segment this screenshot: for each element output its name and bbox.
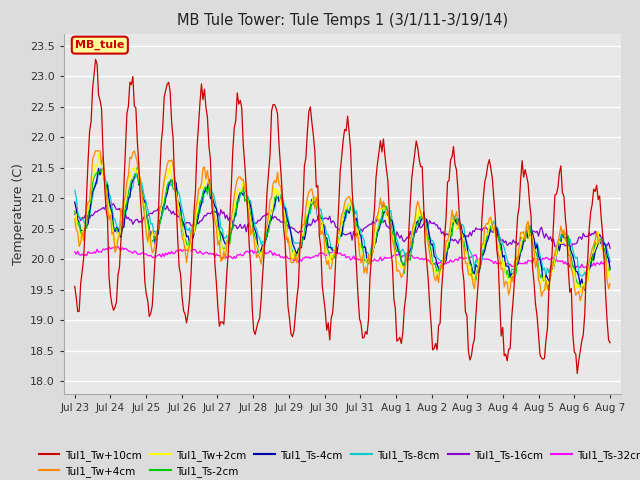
Tul1_Tw+4cm bbox=[577, 298, 584, 303]
Tul1_Ts-32cm bbox=[307, 256, 314, 262]
Tul1_Ts-16cm bbox=[138, 220, 146, 226]
Tul1_Ts-4cm bbox=[578, 276, 586, 282]
Tul1_Ts-16cm bbox=[606, 245, 614, 251]
Tul1_Ts-4cm bbox=[71, 199, 79, 205]
Tul1_Tw+10cm bbox=[307, 104, 314, 110]
Tul1_Ts-4cm bbox=[250, 224, 257, 230]
Line: Tul1_Ts-8cm: Tul1_Ts-8cm bbox=[75, 168, 610, 277]
Tul1_Ts-32cm bbox=[259, 249, 266, 255]
Tul1_Tw+10cm bbox=[579, 332, 587, 338]
Tul1_Tw+2cm bbox=[232, 195, 239, 201]
Tul1_Tw+2cm bbox=[579, 280, 587, 286]
Tul1_Tw+10cm bbox=[250, 327, 257, 333]
Tul1_Tw+2cm bbox=[606, 276, 614, 282]
Tul1_Ts-8cm bbox=[259, 239, 266, 244]
Line: Tul1_Ts-2cm: Tul1_Ts-2cm bbox=[75, 167, 610, 288]
Tul1_Ts-32cm bbox=[584, 265, 591, 271]
Tul1_Ts-16cm bbox=[71, 212, 79, 217]
Tul1_Tw+10cm bbox=[92, 57, 99, 62]
Tul1_Ts-16cm bbox=[259, 214, 266, 219]
Tul1_Tw+4cm bbox=[92, 148, 99, 154]
Tul1_Tw+2cm bbox=[138, 193, 146, 199]
Tul1_Ts-2cm bbox=[134, 164, 141, 170]
Tul1_Ts-8cm bbox=[138, 180, 146, 186]
Tul1_Ts-4cm bbox=[606, 266, 614, 272]
Tul1_Ts-8cm bbox=[307, 211, 314, 217]
Tul1_Ts-2cm bbox=[259, 248, 266, 253]
Tul1_Tw+2cm bbox=[577, 289, 584, 295]
Tul1_Ts-8cm bbox=[506, 275, 514, 280]
Tul1_Ts-8cm bbox=[95, 165, 102, 171]
Line: Tul1_Tw+2cm: Tul1_Tw+2cm bbox=[75, 154, 610, 292]
Tul1_Ts-32cm bbox=[578, 261, 586, 267]
Tul1_Ts-4cm bbox=[581, 288, 589, 293]
Tul1_Tw+4cm bbox=[259, 251, 266, 257]
Tul1_Tw+4cm bbox=[579, 283, 587, 289]
Tul1_Ts-4cm bbox=[138, 188, 146, 193]
Tul1_Tw+4cm bbox=[138, 191, 146, 196]
Tul1_Tw+4cm bbox=[71, 216, 79, 222]
Tul1_Ts-16cm bbox=[250, 221, 257, 227]
Tul1_Tw+2cm bbox=[250, 234, 257, 240]
Tul1_Ts-8cm bbox=[232, 214, 239, 219]
Tul1_Ts-4cm bbox=[307, 204, 314, 210]
Tul1_Tw+2cm bbox=[307, 200, 314, 206]
Tul1_Ts-4cm bbox=[232, 211, 239, 217]
Tul1_Ts-2cm bbox=[543, 285, 551, 291]
Line: Tul1_Ts-16cm: Tul1_Ts-16cm bbox=[75, 204, 610, 248]
Tul1_Ts-32cm bbox=[114, 243, 122, 249]
Tul1_Ts-32cm bbox=[250, 251, 257, 256]
Tul1_Ts-32cm bbox=[138, 250, 146, 256]
Tul1_Tw+4cm bbox=[250, 234, 257, 240]
Tul1_Ts-32cm bbox=[232, 255, 239, 261]
Tul1_Tw+4cm bbox=[606, 281, 614, 287]
Title: MB Tule Tower: Tule Temps 1 (3/1/11-3/19/14): MB Tule Tower: Tule Temps 1 (3/1/11-3/19… bbox=[177, 13, 508, 28]
Tul1_Tw+2cm bbox=[95, 151, 102, 156]
Tul1_Tw+10cm bbox=[138, 215, 146, 221]
Y-axis label: Temperature (C): Temperature (C) bbox=[12, 163, 24, 264]
Tul1_Ts-2cm bbox=[232, 210, 239, 216]
Tul1_Ts-16cm bbox=[232, 223, 239, 228]
Tul1_Tw+10cm bbox=[71, 284, 79, 289]
Tul1_Tw+10cm bbox=[573, 371, 581, 376]
Tul1_Tw+4cm bbox=[307, 187, 314, 192]
Tul1_Ts-2cm bbox=[307, 205, 314, 211]
Text: MB_tule: MB_tule bbox=[75, 40, 125, 50]
Legend: Tul1_Tw+10cm, Tul1_Tw+4cm, Tul1_Tw+2cm, Tul1_Ts-2cm, Tul1_Ts-4cm, Tul1_Ts-8cm, T: Tul1_Tw+10cm, Tul1_Tw+4cm, Tul1_Tw+2cm, … bbox=[35, 445, 640, 480]
Tul1_Tw+4cm bbox=[232, 183, 239, 189]
Tul1_Ts-4cm bbox=[259, 242, 266, 248]
Tul1_Ts-16cm bbox=[109, 201, 117, 206]
Tul1_Ts-32cm bbox=[71, 249, 79, 255]
Tul1_Ts-8cm bbox=[250, 216, 257, 222]
Tul1_Ts-16cm bbox=[307, 223, 314, 228]
Tul1_Ts-2cm bbox=[606, 267, 614, 273]
Line: Tul1_Ts-4cm: Tul1_Ts-4cm bbox=[75, 168, 610, 290]
Tul1_Ts-4cm bbox=[98, 165, 106, 170]
Tul1_Ts-2cm bbox=[138, 190, 146, 195]
Tul1_Ts-2cm bbox=[579, 283, 587, 289]
Tul1_Tw+2cm bbox=[71, 215, 79, 220]
Tul1_Tw+2cm bbox=[259, 248, 266, 253]
Tul1_Ts-2cm bbox=[71, 208, 79, 214]
Tul1_Ts-8cm bbox=[606, 258, 614, 264]
Tul1_Ts-2cm bbox=[250, 228, 257, 234]
Tul1_Ts-8cm bbox=[579, 273, 587, 278]
Line: Tul1_Ts-32cm: Tul1_Ts-32cm bbox=[75, 246, 610, 268]
Tul1_Ts-8cm bbox=[71, 187, 79, 193]
Tul1_Ts-16cm bbox=[578, 237, 586, 242]
Tul1_Ts-32cm bbox=[606, 259, 614, 264]
Tul1_Tw+10cm bbox=[606, 340, 614, 346]
Line: Tul1_Tw+10cm: Tul1_Tw+10cm bbox=[75, 60, 610, 373]
Tul1_Tw+10cm bbox=[259, 272, 266, 278]
Tul1_Tw+10cm bbox=[232, 118, 239, 123]
Line: Tul1_Tw+4cm: Tul1_Tw+4cm bbox=[75, 151, 610, 300]
